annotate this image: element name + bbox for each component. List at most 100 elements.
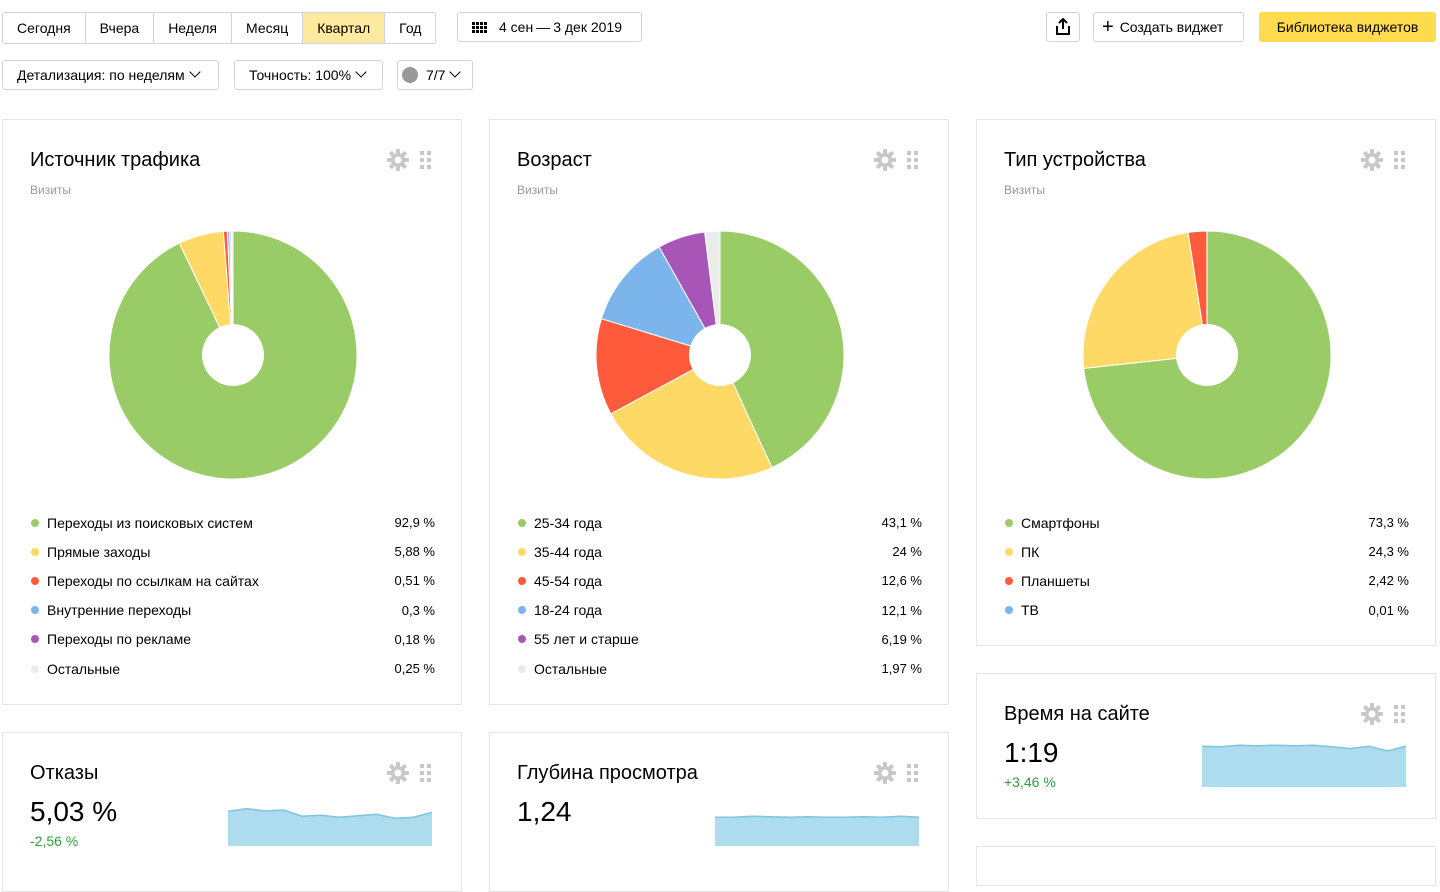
legend-label: Переходы по ссылкам на сайтах	[47, 573, 395, 589]
legend-dot	[518, 519, 526, 527]
bounce-sparkline-area	[228, 809, 432, 846]
legend-value: 0,3 %	[402, 603, 435, 618]
legend-value: 0,25 %	[395, 661, 435, 676]
gear-icon[interactable]	[387, 149, 409, 171]
legend-label: 35-44 года	[534, 544, 892, 560]
legend-label: ТВ	[1021, 602, 1369, 618]
legend-label: 18-24 года	[534, 602, 882, 618]
drag-handle-icon[interactable]	[907, 151, 918, 169]
legend-dot	[31, 519, 39, 527]
legend-dot	[518, 548, 526, 556]
legend-label: 25-34 года	[534, 515, 882, 531]
gear-icon[interactable]	[387, 762, 409, 784]
legend-dot	[1005, 606, 1013, 614]
chevron-down-icon	[355, 66, 366, 77]
gear-icon[interactable]	[1361, 703, 1383, 725]
detail-label: Детализация: по неделям	[17, 60, 185, 90]
create-widget-button[interactable]: + Создать виджет	[1093, 12, 1244, 42]
date-range-button[interactable]: 4 сен — 3 дек 2019	[457, 12, 642, 42]
metric-value: 5,03 %	[30, 796, 117, 828]
legend-dot	[31, 577, 39, 585]
legend-label: Переходы из поисковых систем	[47, 515, 395, 531]
drag-handle-icon[interactable]	[420, 764, 431, 782]
share-icon	[1055, 18, 1071, 36]
legend-value: 12,6 %	[882, 573, 922, 588]
legend-value: 2,42 %	[1369, 573, 1409, 588]
widget-subtitle: Визиты	[30, 183, 71, 197]
period-year-button[interactable]: Год	[385, 13, 435, 43]
period-week-button[interactable]: Неделя	[154, 13, 232, 43]
widget-subtitle: Визиты	[517, 183, 558, 197]
widget-title: Тип устройства	[1004, 149, 1146, 172]
accuracy-dropdown[interactable]: Точность: 100%	[234, 60, 383, 90]
legend-dot	[31, 548, 39, 556]
period-today-button[interactable]: Сегодня	[3, 13, 86, 43]
period-month-button[interactable]: Месяц	[232, 13, 303, 43]
metric-value: 1,24	[517, 796, 572, 828]
drag-handle-icon[interactable]	[1394, 705, 1405, 723]
traffic-pie-hole	[202, 324, 264, 386]
time-on-site-widget: Время на сайте 1:19 +3,46 %	[976, 673, 1436, 819]
period-quarter-button[interactable]: Квартал	[303, 13, 385, 43]
segment-bubble-icon	[402, 67, 418, 83]
legend-value: 5,88 %	[395, 544, 435, 559]
legend-label: Планшеты	[1021, 573, 1369, 589]
drag-handle-icon[interactable]	[420, 151, 431, 169]
legend-label: 45-54 года	[534, 573, 882, 589]
page-depth-widget: Глубина просмотра 1,24	[489, 732, 949, 892]
gear-icon[interactable]	[1361, 149, 1383, 171]
export-button[interactable]	[1046, 12, 1080, 42]
legend-label: Внутренние переходы	[47, 602, 402, 618]
date-to: 3 дек 2019	[553, 12, 622, 42]
legend-label: Смартфоны	[1021, 515, 1369, 531]
drag-handle-icon[interactable]	[1394, 151, 1405, 169]
device-pie-hole	[1176, 324, 1238, 386]
gear-icon[interactable]	[874, 762, 896, 784]
widget-subtitle: Визиты	[1004, 183, 1045, 197]
depth-sparkline-area	[715, 816, 919, 846]
device-pie-chart	[1082, 230, 1332, 480]
plus-icon: +	[1102, 13, 1114, 41]
widget-title: Отказы	[30, 762, 98, 785]
legend-label: Остальные	[534, 661, 882, 677]
drag-handle-icon[interactable]	[907, 764, 918, 782]
gear-icon[interactable]	[874, 149, 896, 171]
detail-dropdown[interactable]: Детализация: по неделям	[2, 60, 219, 90]
legend-dot	[518, 635, 526, 643]
period-yesterday-button[interactable]: Вчера	[86, 13, 155, 43]
legend-value: 1,97 %	[882, 661, 922, 676]
chevron-down-icon	[189, 66, 200, 77]
date-from: 4 сен	[499, 12, 533, 42]
legend-label: Переходы по рекламе	[47, 631, 395, 647]
period-selector: Сегодня Вчера Неделя Месяц Квартал Год	[2, 12, 436, 44]
legend-label: ПК	[1021, 544, 1369, 560]
metric-value: 1:19	[1004, 737, 1059, 769]
widget-title: Источник трафика	[30, 149, 200, 172]
metric-delta: +3,46 %	[1004, 774, 1056, 790]
segments-dropdown[interactable]: 7/7	[397, 60, 473, 90]
create-widget-label: Создать виджет	[1120, 12, 1224, 42]
metric-delta: -2,56 %	[30, 833, 78, 849]
widget-title: Возраст	[517, 149, 592, 172]
widget-library-button[interactable]: Библиотека виджетов	[1259, 12, 1436, 42]
legend-value: 92,9 %	[395, 515, 435, 530]
